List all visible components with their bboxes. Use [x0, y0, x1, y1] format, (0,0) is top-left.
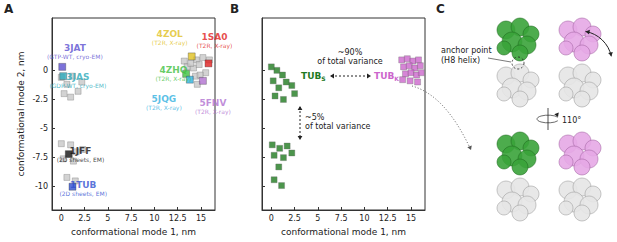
- svg-text:A: A: [4, 2, 14, 16]
- svg-text:1JFF: 1JFF: [70, 146, 92, 156]
- svg-text:7.5: 7.5: [335, 214, 348, 223]
- svg-text:(2D sheets, EM): (2D sheets, EM): [59, 190, 107, 197]
- svg-text:conformational mode 1, nm: conformational mode 1, nm: [71, 227, 196, 237]
- svg-text:1TUB: 1TUB: [70, 180, 97, 190]
- svg-text:2.5: 2.5: [78, 214, 91, 223]
- svg-text:(H8 helix): (H8 helix): [441, 56, 480, 65]
- svg-text:B: B: [230, 2, 239, 16]
- svg-text:(2D sheets, EM): (2D sheets, EM): [57, 156, 105, 163]
- svg-text:110°: 110°: [562, 116, 581, 125]
- svg-text:-2.5: -2.5: [32, 95, 48, 104]
- svg-text:(GDP-WT, cryo-EM): (GDP-WT, cryo-EM): [49, 82, 106, 90]
- svg-text:7.5: 7.5: [125, 214, 138, 223]
- svg-text:12.5: 12.5: [169, 214, 187, 223]
- svg-text:15: 15: [406, 214, 416, 223]
- svg-text:10: 10: [359, 214, 369, 223]
- svg-text:C: C: [436, 2, 445, 16]
- svg-text:-5: -5: [40, 124, 48, 133]
- svg-text:of total variance: of total variance: [305, 122, 371, 131]
- svg-text:(T2R, X-ray): (T2R, X-ray): [195, 108, 231, 116]
- svg-text:-7.5: -7.5: [32, 153, 48, 162]
- svg-text:~90%: ~90%: [338, 48, 363, 57]
- svg-text:(GTP-WT, cryo-EM): (GTP-WT, cryo-EM): [47, 53, 103, 61]
- svg-text:15: 15: [196, 214, 206, 223]
- svg-text:5: 5: [315, 214, 320, 223]
- svg-text:4ZHQ: 4ZHQ: [159, 65, 187, 75]
- svg-text:(T2R, X-ray): (T2R, X-ray): [146, 104, 182, 112]
- svg-text:S: S: [321, 75, 325, 82]
- svg-text:conformational mode 1, nm: conformational mode 1, nm: [281, 227, 406, 237]
- svg-text:10: 10: [149, 214, 159, 223]
- svg-text:TUB: TUB: [374, 71, 394, 81]
- svg-text:conformational mode 2, nm: conformational mode 2, nm: [16, 51, 26, 176]
- svg-text:of total variance: of total variance: [317, 57, 383, 66]
- svg-text:3JAT: 3JAT: [64, 43, 87, 53]
- svg-text:5: 5: [105, 214, 110, 223]
- svg-text:(T2R, X-ray): (T2R, X-ray): [152, 39, 188, 47]
- svg-text:(T2R, X-ray): (T2R, X-ray): [197, 42, 233, 50]
- svg-text:3JAS: 3JAS: [66, 72, 89, 82]
- svg-text:(T2R, X-ray): (T2R, X-ray): [156, 75, 192, 83]
- svg-text:1SA0: 1SA0: [201, 32, 227, 42]
- svg-text:TUB: TUB: [301, 71, 321, 81]
- svg-text:0: 0: [43, 66, 48, 75]
- svg-text:anchor point: anchor point: [441, 46, 492, 55]
- svg-text:K: K: [394, 75, 399, 82]
- svg-text:~5%: ~5%: [305, 113, 325, 122]
- svg-text:5JQG: 5JQG: [152, 94, 177, 104]
- svg-text:0: 0: [59, 214, 64, 223]
- svg-text:-10: -10: [35, 182, 48, 191]
- svg-text:2.5: 2.5: [288, 214, 301, 223]
- svg-text:5FNV: 5FNV: [199, 98, 226, 108]
- svg-text:12.5: 12.5: [379, 214, 397, 223]
- svg-text:0: 0: [269, 214, 274, 223]
- svg-text:4ZOL: 4ZOL: [157, 29, 183, 39]
